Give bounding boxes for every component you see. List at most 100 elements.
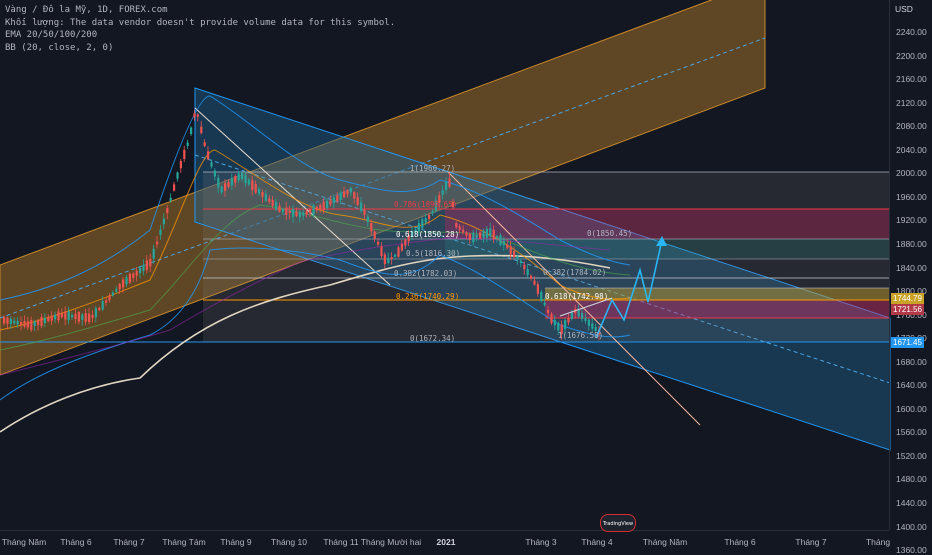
time-tick: Tháng Năm <box>642 537 688 547</box>
candle-body <box>506 244 509 249</box>
fib-band-786 <box>445 209 889 239</box>
candle-body <box>207 151 210 160</box>
candle-body <box>363 209 366 215</box>
legend-volume[interactable]: Khối lượng: The data vendor doesn't prov… <box>5 17 396 28</box>
candle-body <box>258 188 261 194</box>
time-tick: Tháng <box>865 537 891 547</box>
candle-body <box>149 258 152 267</box>
candle-body <box>132 273 135 278</box>
price-tick: 2120.00 <box>896 97 927 108</box>
candle-body <box>451 201 454 208</box>
candle-body <box>224 183 227 191</box>
candle-body <box>43 317 46 324</box>
legend-ema[interactable]: EMA 20/50/100/200 <box>5 30 98 40</box>
candle-body <box>169 197 172 202</box>
candle-body <box>145 260 148 271</box>
candle-body <box>23 321 26 327</box>
candle-body <box>499 235 502 246</box>
candle-body <box>349 187 352 193</box>
ema-100-line <box>0 237 611 376</box>
candle-body <box>183 149 186 160</box>
candle-body <box>115 288 118 292</box>
legend-symbol[interactable]: Vàng / Đô la Mỹ, 1D, FOREX.com <box>5 5 168 15</box>
price-tick: 1840.00 <box>896 262 927 273</box>
projection-path[interactable] <box>595 239 663 339</box>
price-tick: 1800.00 <box>896 286 927 297</box>
time-tick: Tháng 10 <box>271 537 307 547</box>
candle-body <box>84 312 87 322</box>
legend-bb[interactable]: BB (20, close, 2, 0) <box>5 42 114 53</box>
candle-body <box>482 230 485 238</box>
candle-body <box>220 186 223 193</box>
time-tick: Tháng Mười hai <box>360 537 422 547</box>
price-tick: 1440.00 <box>896 498 927 508</box>
candle-body <box>356 197 359 205</box>
fib-right-label-1: 1(1676.58) <box>558 331 604 340</box>
candle-body <box>234 176 237 183</box>
candle-body <box>156 241 159 245</box>
candle-body <box>591 323 594 329</box>
logo-text: TradingView <box>602 521 634 527</box>
time-tick: Tháng 6 <box>60 537 92 547</box>
price-tick: 1560.00 <box>896 427 927 438</box>
candle-body <box>292 208 295 218</box>
candle-body <box>319 205 322 210</box>
trendline-2[interactable] <box>447 171 701 426</box>
candle-body <box>383 254 386 264</box>
candle-body <box>152 248 155 259</box>
candle-body <box>547 309 550 313</box>
tradingview-logo[interactable]: TradingView <box>600 514 636 532</box>
time-tick: Tháng 9 <box>220 537 252 547</box>
fib-left-label-0: 0(1672.34) <box>410 334 456 343</box>
trendline-1[interactable] <box>194 107 391 286</box>
candle-body <box>373 231 376 239</box>
candle-body <box>312 205 315 215</box>
candle-body <box>281 209 284 212</box>
candle-body <box>387 257 390 264</box>
candle-body <box>261 192 264 197</box>
candle-body <box>428 215 431 219</box>
candle-body <box>227 182 230 187</box>
candle-body <box>217 177 220 188</box>
fib-right-label-618: 0.618(1742.98) <box>545 292 609 301</box>
candle-body <box>513 250 516 258</box>
candle-body <box>105 300 108 303</box>
candle-body <box>159 229 162 235</box>
fib-right-label-382: 0.382(1784.02) <box>543 268 607 277</box>
candle-body <box>485 228 488 238</box>
candle-body <box>336 195 339 202</box>
candle-body <box>434 200 437 211</box>
short-trendline[interactable] <box>559 297 613 317</box>
bollinger-lower <box>0 247 631 401</box>
candle-body <box>441 190 444 195</box>
candle-body <box>244 175 247 183</box>
candle-body <box>285 207 288 215</box>
currency-label[interactable]: USD <box>895 4 913 14</box>
price-tick: 1640.00 <box>896 380 927 391</box>
candle-body <box>16 320 19 325</box>
candle-body <box>502 240 505 246</box>
candle-body <box>492 229 495 239</box>
candle-body <box>241 172 244 180</box>
candle-body <box>390 257 393 260</box>
candle-body <box>33 321 36 327</box>
candle-body <box>71 315 74 318</box>
candle-body <box>414 229 417 232</box>
candle-body <box>315 207 318 211</box>
ascending-channel[interactable] <box>0 0 766 376</box>
candle-body <box>186 142 189 146</box>
bollinger-upper <box>0 95 631 301</box>
candle-body <box>533 280 536 285</box>
candle-body <box>81 314 84 320</box>
candle-body <box>196 114 199 117</box>
candle-body <box>536 284 539 294</box>
candle-body <box>553 319 556 326</box>
candle-body <box>564 319 567 330</box>
candle-body <box>247 179 250 185</box>
time-axis[interactable]: Tháng Năm Tháng 6 Tháng 7 Tháng Tám Tháng 9 T… <box>0 530 891 551</box>
candle-body <box>91 314 94 319</box>
candle-body <box>370 223 373 232</box>
price-axis[interactable]: 2240.00 2200.00 2160.00 2120.00 2080.00 2040.… <box>889 0 932 555</box>
candle-body <box>54 314 57 320</box>
